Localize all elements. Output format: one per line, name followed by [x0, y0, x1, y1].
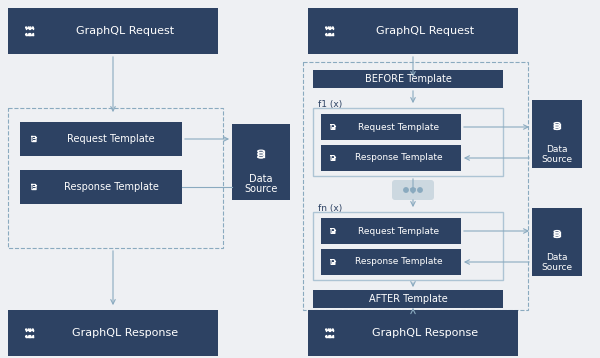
- Bar: [313, 108, 503, 176]
- Ellipse shape: [258, 150, 264, 153]
- Text: GraphQL Request: GraphQL Request: [376, 26, 474, 36]
- Text: GraphQL Response: GraphQL Response: [72, 328, 178, 338]
- Ellipse shape: [554, 122, 560, 125]
- Circle shape: [328, 34, 329, 35]
- Text: GraphQL Response: GraphQL Response: [372, 328, 478, 338]
- Ellipse shape: [554, 127, 560, 130]
- Circle shape: [332, 336, 333, 337]
- Circle shape: [30, 34, 31, 35]
- Bar: [8, 108, 223, 248]
- Circle shape: [328, 336, 329, 337]
- Circle shape: [32, 34, 33, 35]
- Circle shape: [332, 34, 333, 35]
- Bar: [308, 310, 518, 356]
- Ellipse shape: [258, 156, 264, 158]
- Text: Request Template: Request Template: [358, 122, 440, 131]
- Bar: [20, 170, 182, 204]
- Circle shape: [28, 34, 29, 35]
- Bar: [321, 249, 461, 275]
- Text: AFTER Template: AFTER Template: [368, 294, 448, 304]
- Circle shape: [418, 188, 422, 192]
- Bar: [8, 8, 218, 54]
- Text: Source: Source: [244, 184, 278, 194]
- Bar: [321, 218, 461, 244]
- Circle shape: [332, 27, 333, 28]
- Circle shape: [30, 329, 31, 330]
- Bar: [313, 70, 503, 88]
- Text: Data: Data: [546, 253, 568, 262]
- Bar: [308, 8, 518, 54]
- FancyBboxPatch shape: [392, 180, 434, 200]
- Bar: [321, 145, 461, 171]
- Bar: [532, 208, 582, 276]
- Circle shape: [404, 188, 408, 192]
- Text: Data: Data: [546, 145, 568, 155]
- Text: Data: Data: [249, 174, 273, 184]
- Circle shape: [411, 188, 415, 192]
- Ellipse shape: [554, 236, 560, 237]
- Bar: [321, 114, 461, 140]
- Text: Request Template: Request Template: [67, 134, 155, 144]
- Circle shape: [32, 336, 33, 337]
- Circle shape: [330, 34, 331, 35]
- Circle shape: [30, 336, 31, 337]
- Circle shape: [328, 329, 329, 330]
- Circle shape: [32, 329, 33, 330]
- Text: Request Template: Request Template: [358, 227, 440, 236]
- Text: Response Template: Response Template: [355, 257, 443, 266]
- Text: fn (x): fn (x): [318, 203, 342, 213]
- Bar: [20, 122, 182, 156]
- Bar: [532, 100, 582, 168]
- Text: Source: Source: [541, 263, 572, 272]
- Circle shape: [328, 27, 329, 28]
- Text: Response Template: Response Template: [64, 182, 158, 192]
- Ellipse shape: [554, 231, 560, 232]
- Text: BEFORE Template: BEFORE Template: [365, 74, 451, 84]
- Circle shape: [330, 27, 331, 28]
- Bar: [232, 124, 290, 200]
- Circle shape: [330, 329, 331, 330]
- Circle shape: [28, 329, 29, 330]
- Circle shape: [28, 27, 29, 28]
- Text: Source: Source: [541, 155, 572, 164]
- Bar: [313, 290, 503, 308]
- Text: GraphQL Request: GraphQL Request: [76, 26, 174, 36]
- Circle shape: [330, 336, 331, 337]
- Circle shape: [332, 329, 333, 330]
- Bar: [303, 62, 528, 310]
- Text: Response Template: Response Template: [355, 154, 443, 163]
- Bar: [8, 310, 218, 356]
- Circle shape: [30, 27, 31, 28]
- Text: f1 (x): f1 (x): [318, 100, 342, 108]
- Circle shape: [32, 27, 33, 28]
- Circle shape: [28, 336, 29, 337]
- Bar: [313, 212, 503, 280]
